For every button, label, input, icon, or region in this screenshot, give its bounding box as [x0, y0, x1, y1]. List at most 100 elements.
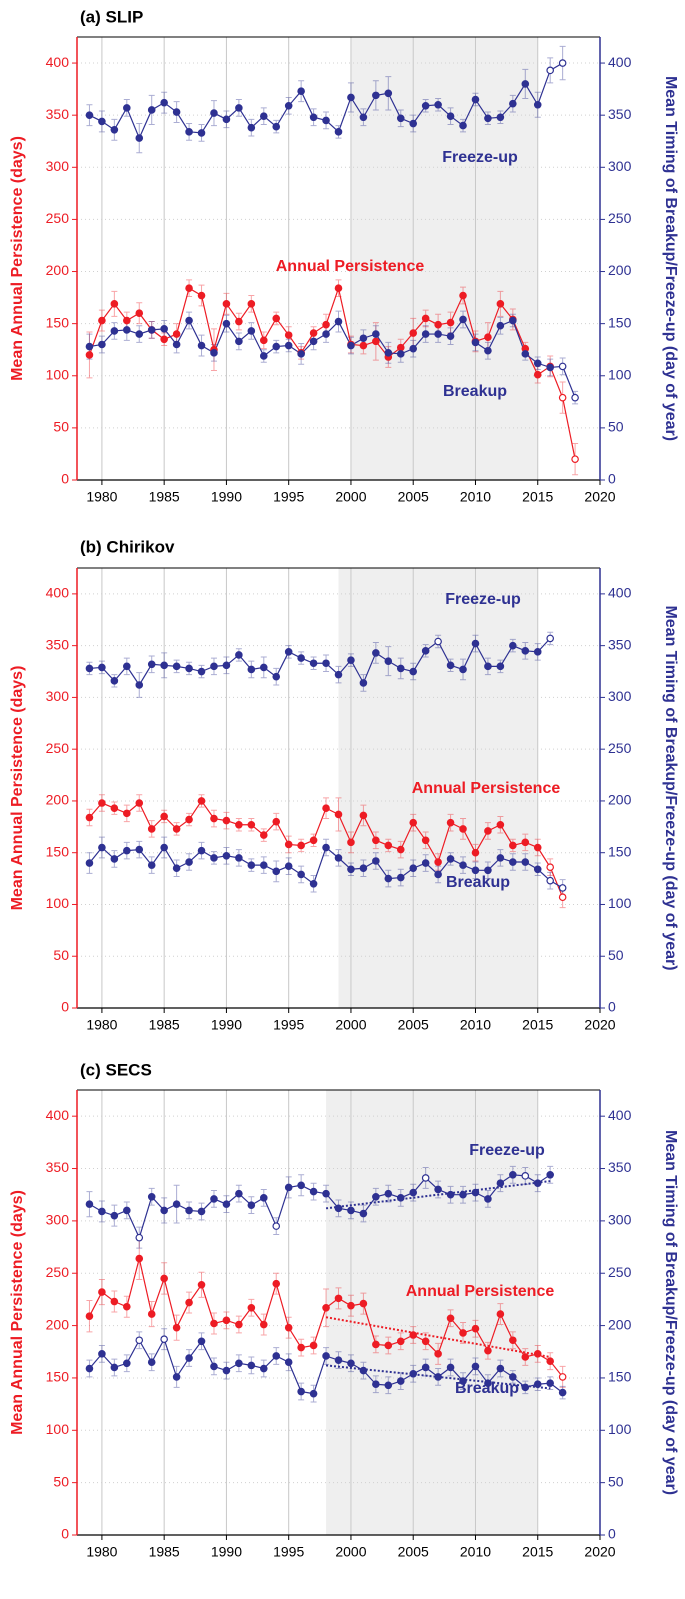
- data-point: [484, 114, 492, 123]
- data-point: [284, 101, 293, 110]
- x-tick-label: 1980: [86, 1017, 117, 1033]
- data-point: [347, 865, 355, 874]
- y-tick-label: 250: [46, 1264, 70, 1280]
- data-point: [496, 854, 505, 862]
- data-point: [459, 665, 467, 674]
- data-point: [197, 341, 206, 350]
- data-point: [421, 1174, 430, 1182]
- data-point: [372, 330, 380, 338]
- y-tick-label: 250: [46, 740, 70, 756]
- x-tick-label: 2010: [460, 1017, 491, 1033]
- data-point: [197, 129, 206, 137]
- data-point: [471, 866, 480, 875]
- data-point: [322, 1303, 330, 1312]
- x-tick-label: 1990: [211, 1544, 242, 1560]
- x-tick-label: 1985: [149, 1544, 180, 1560]
- data-point: [421, 101, 430, 110]
- y-tick-label: 100: [46, 1421, 70, 1437]
- data-point: [521, 838, 530, 847]
- data-point: [409, 667, 418, 676]
- data-point: [135, 134, 144, 142]
- data-point: [123, 1206, 131, 1215]
- data-point: [322, 804, 330, 812]
- data-point: [359, 679, 368, 687]
- x-tick-label: 2000: [335, 489, 366, 505]
- data-point: [359, 811, 368, 820]
- x-tick-label: 2020: [584, 489, 615, 505]
- data-point: [546, 1171, 554, 1179]
- data-point: [235, 651, 243, 659]
- data-point: [533, 865, 542, 874]
- data-point: [359, 864, 368, 873]
- y2-tick-label: 0: [608, 471, 616, 487]
- data-point: [509, 99, 517, 108]
- data-point: [197, 1207, 206, 1216]
- data-point: [147, 326, 156, 334]
- data-point: [284, 840, 293, 849]
- data-point: [521, 1353, 530, 1361]
- x-tick-label: 2005: [398, 1017, 429, 1033]
- data-point: [247, 327, 256, 335]
- data-point: [334, 1204, 343, 1213]
- x-tick-label: 1980: [86, 1544, 117, 1560]
- y2-axis-title: Mean Timing of Breakup/Freeze-up (day of…: [662, 605, 679, 970]
- data-point: [85, 1200, 94, 1208]
- data-point: [284, 341, 293, 350]
- data-point: [110, 125, 119, 134]
- data-point: [509, 1336, 517, 1345]
- data-point: [259, 336, 268, 345]
- y2-tick-label: 300: [608, 688, 632, 704]
- data-point: [421, 330, 430, 338]
- data-point: [309, 337, 318, 346]
- y-tick-label: 200: [46, 792, 70, 808]
- data-point: [334, 1294, 343, 1303]
- y-tick-label: 50: [53, 419, 69, 435]
- series-label: Freeze-up: [445, 591, 521, 608]
- data-point: [110, 855, 119, 863]
- data-point: [247, 1303, 256, 1312]
- data-point: [396, 1337, 405, 1346]
- data-point: [247, 665, 256, 674]
- y2-tick-label: 100: [608, 895, 632, 911]
- y-tick-label: 150: [46, 843, 70, 859]
- data-point: [446, 332, 455, 340]
- data-point: [434, 1350, 442, 1358]
- data-point: [359, 341, 368, 350]
- data-point: [322, 320, 330, 329]
- data-point: [521, 647, 530, 655]
- data-point: [235, 1189, 243, 1198]
- data-point: [446, 661, 455, 670]
- data-point: [384, 1381, 393, 1390]
- data-point: [546, 66, 554, 75]
- data-point: [98, 843, 106, 852]
- data-point: [123, 1359, 131, 1368]
- data-point: [434, 858, 442, 866]
- y2-tick-label: 150: [608, 843, 632, 859]
- data-point: [509, 641, 517, 650]
- data-point: [85, 342, 94, 351]
- data-point: [272, 1352, 281, 1360]
- data-point: [347, 656, 355, 664]
- y2-tick-label: 50: [608, 1473, 624, 1489]
- data-point: [222, 115, 231, 124]
- data-point: [384, 89, 393, 98]
- y-tick-label: 350: [46, 1159, 70, 1175]
- x-tick-label: 2005: [398, 1544, 429, 1560]
- x-tick-label: 1990: [211, 1017, 242, 1033]
- data-point: [222, 300, 231, 308]
- data-point: [558, 884, 567, 892]
- data-point: [259, 112, 268, 121]
- data-point: [135, 1336, 144, 1345]
- data-point: [521, 1172, 530, 1180]
- data-point: [509, 858, 517, 866]
- y-tick-label: 50: [53, 947, 69, 963]
- data-point: [297, 1343, 305, 1352]
- data-point: [172, 1323, 181, 1332]
- data-point: [297, 654, 305, 662]
- data-point: [409, 818, 418, 827]
- data-point: [421, 1337, 430, 1346]
- data-point: [396, 845, 405, 854]
- data-point: [309, 113, 318, 122]
- data-point: [409, 119, 418, 128]
